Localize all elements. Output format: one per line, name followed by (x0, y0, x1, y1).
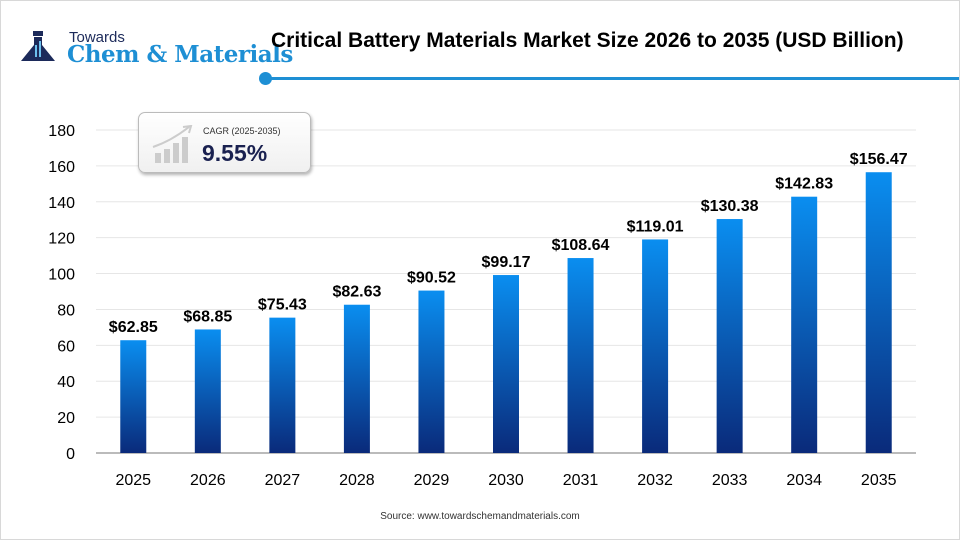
bar-2031 (567, 258, 594, 453)
x-tick-label: 2028 (339, 472, 375, 489)
data-label: $62.85 (109, 319, 158, 336)
y-tick-label: 0 (66, 446, 75, 463)
flask-icon (21, 31, 55, 61)
data-label: $90.52 (407, 270, 456, 287)
title-rule-dot (259, 72, 272, 85)
data-label: $108.64 (552, 237, 610, 254)
data-label: $119.01 (627, 218, 684, 235)
bar-2032 (642, 239, 669, 453)
x-tick-label: 2034 (786, 472, 822, 489)
data-label: $142.83 (775, 176, 833, 193)
bar-2026 (194, 329, 221, 453)
logo-line2: Chem & Materials (67, 41, 293, 68)
data-label: $75.43 (258, 297, 307, 314)
y-tick-label: 20 (57, 410, 75, 427)
x-tick-label: 2026 (190, 472, 226, 489)
cagr-value: 9.55% (202, 140, 268, 166)
bar-2027 (269, 317, 296, 453)
y-tick-label: 120 (48, 231, 75, 248)
bar-2035 (865, 172, 892, 454)
data-label: $68.85 (183, 308, 232, 325)
x-tick-label: 2025 (115, 472, 151, 489)
bar-2033 (716, 219, 743, 453)
x-tick-label: 2033 (712, 472, 748, 489)
title-rule (266, 77, 959, 80)
bar-2025 (120, 340, 147, 453)
y-tick-label: 180 (48, 123, 75, 140)
y-tick-label: 160 (48, 159, 75, 176)
logo-line1: Towards (69, 29, 125, 46)
bar-2034 (791, 196, 818, 453)
y-tick-label: 140 (48, 195, 75, 212)
source-text: Source: www.towardschemandmaterials.com (380, 511, 580, 522)
y-tick-label: 100 (48, 267, 75, 284)
data-label: $156.47 (850, 151, 908, 168)
bar-2029 (418, 290, 445, 453)
x-tick-label: 2027 (265, 472, 301, 489)
data-label: $99.17 (482, 254, 531, 271)
x-tick-label: 2032 (637, 472, 673, 489)
growth-chart-icon (152, 125, 193, 163)
chart-title: Critical Battery Materials Market Size 2… (271, 29, 904, 52)
data-label: $130.38 (701, 198, 759, 215)
y-tick-label: 60 (57, 338, 75, 355)
y-tick-label: 40 (57, 374, 75, 391)
x-tick-label: 2029 (414, 472, 450, 489)
y-tick-label: 80 (57, 302, 75, 319)
cagr-box: CAGR (2025-2035) 9.55% (138, 112, 311, 173)
x-tick-label: 2035 (861, 472, 897, 489)
bar-2030 (493, 275, 519, 453)
x-tick-label: 2030 (488, 472, 524, 489)
cagr-label: CAGR (2025-2035) (203, 126, 281, 136)
bar-2028 (343, 304, 370, 453)
x-tick-label: 2031 (563, 472, 599, 489)
data-label: $82.63 (332, 284, 381, 301)
